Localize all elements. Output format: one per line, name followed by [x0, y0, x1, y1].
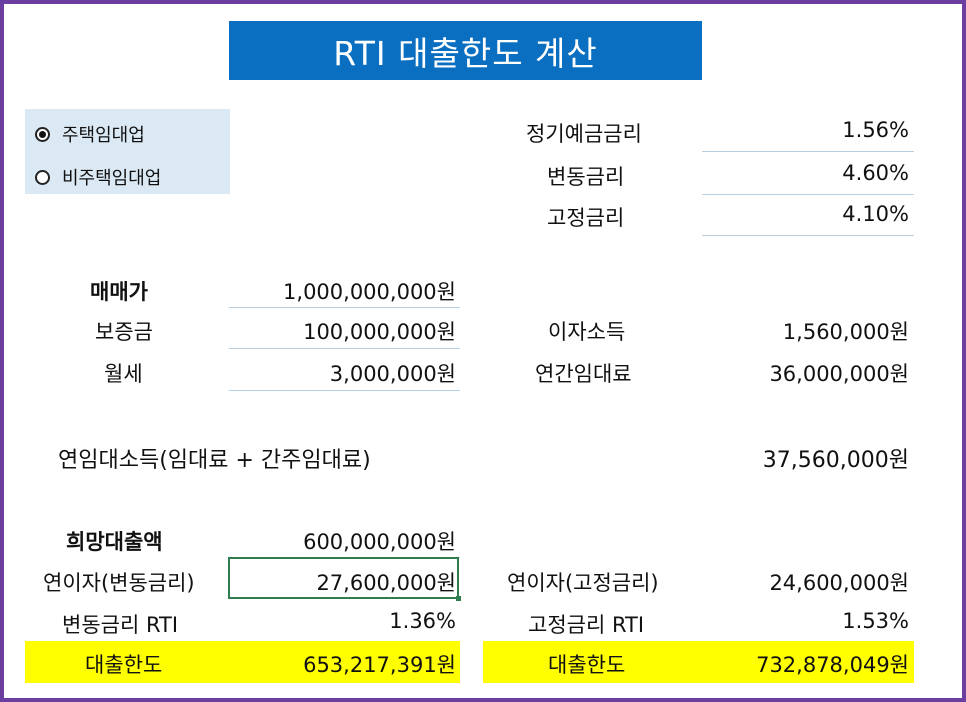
desired-loan-value[interactable]: 600,000,000원	[303, 530, 456, 554]
selected-cell[interactable]	[228, 557, 461, 601]
fixed-rti-label: 고정금리 RTI	[528, 613, 645, 637]
fixed-rti-value: 1.53%	[842, 609, 909, 633]
sale-price-label: 매매가	[90, 280, 148, 304]
variable-rate-label: 변동금리	[547, 165, 625, 189]
var-limit-highlight	[25, 641, 460, 683]
fixed-interest-value: 24,600,000원	[769, 571, 909, 595]
fixed-limit-value: 732,878,049원	[756, 653, 909, 677]
title-text: RTI 대출한도 계산	[333, 33, 598, 73]
interest-income-value: 1,560,000원	[782, 320, 909, 344]
deposit-rate-label: 정기예금금리	[526, 122, 642, 146]
radio-nonhousing-rental[interactable]: 비주택임대업	[35, 164, 161, 190]
fixed-limit-label: 대출한도	[548, 653, 626, 677]
monthly-rent-underline	[229, 390, 460, 391]
fixed-interest-label: 연이자(고정금리)	[507, 571, 659, 595]
var-limit-value: 653,217,391원	[303, 653, 456, 677]
deposit-rate-value[interactable]: 1.56%	[842, 118, 909, 142]
radio-housing-rental[interactable]: 주택임대업	[35, 121, 145, 147]
radio-selected-icon[interactable]	[35, 126, 50, 142]
var-rti-value: 1.36%	[389, 609, 456, 633]
radio-housing-rental-label: 주택임대업	[62, 125, 145, 146]
variable-rate-value[interactable]: 4.60%	[842, 161, 909, 185]
deposit-underline	[229, 348, 460, 349]
deposit-rate-underline	[702, 151, 914, 152]
var-interest-value[interactable]: 27,600,000원	[316, 571, 456, 595]
monthly-rent-label: 월세	[104, 362, 143, 386]
var-interest-label: 연이자(변동금리)	[43, 571, 195, 595]
fixed-rate-label: 고정금리	[547, 206, 625, 230]
radio-unselected-icon[interactable]	[35, 169, 50, 185]
fixed-rate-value[interactable]: 4.10%	[842, 202, 909, 226]
business-type-panel: 주택임대업 비주택임대업	[25, 109, 230, 194]
sale-price-underline	[229, 307, 460, 308]
radio-nonhousing-rental-label: 비주택임대업	[62, 168, 162, 189]
fixed-rate-underline	[702, 235, 914, 236]
var-limit-label: 대출한도	[85, 653, 163, 677]
page-title: RTI 대출한도 계산	[229, 21, 702, 80]
annual-rental-income-value: 37,560,000원	[762, 448, 909, 473]
deposit-label: 보증금	[95, 320, 153, 344]
desired-loan-label: 희망대출액	[66, 530, 163, 554]
fixed-limit-highlight	[483, 641, 914, 683]
annual-rent-value: 36,000,000원	[769, 362, 909, 386]
deposit-value[interactable]: 100,000,000원	[303, 320, 456, 344]
variable-rate-underline	[702, 194, 914, 195]
annual-rent-label: 연간임대료	[535, 362, 632, 386]
interest-income-label: 이자소득	[548, 320, 626, 344]
var-rti-label: 변동금리 RTI	[62, 613, 179, 637]
sale-price-value[interactable]: 1,000,000,000원	[283, 280, 456, 304]
annual-rental-income-label: 연임대소득(임대료 + 간주임대료)	[58, 448, 371, 473]
monthly-rent-value[interactable]: 3,000,000원	[329, 362, 456, 386]
